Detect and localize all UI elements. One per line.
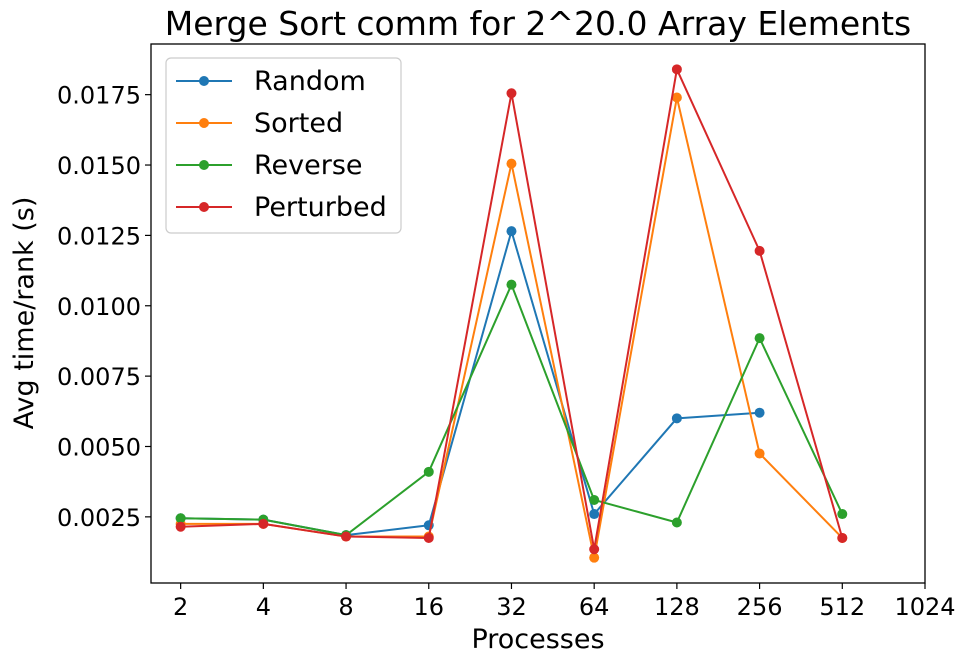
x-tick-label: 64 bbox=[579, 593, 610, 621]
data-point-perturbed bbox=[671, 64, 682, 75]
data-point-random bbox=[671, 413, 682, 424]
x-tick-label: 2 bbox=[173, 593, 188, 621]
legend-marker-reverse bbox=[199, 160, 209, 170]
data-point-reverse bbox=[423, 466, 434, 477]
series-reverse bbox=[175, 279, 848, 541]
data-point-perturbed bbox=[175, 521, 186, 532]
legend-label-reverse: Reverse bbox=[254, 150, 363, 181]
data-point-reverse bbox=[837, 509, 848, 520]
legend-label-perturbed: Perturbed bbox=[254, 192, 387, 223]
y-tick-label: 0.0025 bbox=[57, 504, 141, 532]
plot-area bbox=[150, 43, 926, 584]
legend-marker-perturbed bbox=[199, 202, 209, 212]
x-tick-label: 16 bbox=[413, 593, 444, 621]
data-point-reverse bbox=[506, 279, 517, 290]
x-axis-label: Processes bbox=[471, 624, 604, 655]
legend-label-random: Random bbox=[254, 66, 366, 97]
x-tick-label: 1024 bbox=[894, 593, 955, 621]
data-point-reverse bbox=[175, 513, 186, 524]
series-random bbox=[175, 226, 765, 541]
y-tick-label: 0.0100 bbox=[57, 293, 141, 321]
legend-box bbox=[165, 57, 402, 234]
y-tick-label: 0.0075 bbox=[57, 363, 141, 391]
y-tick-label: 0.0175 bbox=[57, 82, 141, 110]
data-point-perturbed bbox=[754, 245, 765, 256]
data-point-sorted bbox=[506, 158, 517, 169]
data-point-perturbed bbox=[258, 518, 269, 529]
y-axis-label: Avg time/rank (s) bbox=[9, 197, 40, 430]
data-point-random bbox=[506, 226, 517, 237]
data-point-perturbed bbox=[837, 532, 848, 543]
data-point-reverse bbox=[589, 494, 600, 505]
x-tick-label: 128 bbox=[654, 593, 700, 621]
series-layer bbox=[175, 64, 848, 563]
y-tick-label: 0.0050 bbox=[57, 433, 141, 461]
y-axis: 0.0025 0.0050 0.0075 0.0100 0.0125 0.0150 0.01… bbox=[57, 82, 151, 532]
data-point-sorted bbox=[754, 448, 765, 459]
data-point-sorted bbox=[671, 92, 682, 103]
chart-title: Merge Sort comm for 2^20.0 Array Element… bbox=[165, 4, 911, 43]
data-point-perturbed bbox=[589, 544, 600, 555]
x-tick-label: 8 bbox=[338, 593, 353, 621]
plot-frame bbox=[150, 43, 926, 584]
legend: Random Sorted Reverse Perturbed bbox=[165, 57, 402, 234]
data-point-perturbed bbox=[341, 531, 352, 542]
series-perturbed bbox=[175, 64, 848, 555]
x-axis: 2 4 8 16 32 64 128 256 512 1024 bbox=[173, 583, 956, 621]
y-tick-label: 0.0150 bbox=[57, 152, 141, 180]
x-tick-label: 256 bbox=[737, 593, 783, 621]
series-line-random bbox=[180, 230, 760, 537]
legend-marker-random bbox=[199, 76, 209, 86]
legend-marker-sorted bbox=[199, 118, 209, 128]
data-point-perturbed bbox=[423, 532, 434, 543]
data-point-reverse bbox=[671, 517, 682, 528]
data-point-perturbed bbox=[506, 88, 517, 99]
x-tick-label: 512 bbox=[819, 593, 865, 621]
x-tick-label: 32 bbox=[496, 593, 527, 621]
legend-label-sorted: Sorted bbox=[254, 108, 343, 139]
data-point-sorted bbox=[589, 552, 600, 563]
series-line-reverse bbox=[180, 283, 844, 537]
data-point-random bbox=[754, 407, 765, 418]
data-point-random bbox=[589, 509, 600, 520]
data-point-reverse bbox=[754, 333, 765, 344]
y-tick-label: 0.0125 bbox=[57, 222, 141, 250]
x-tick-label: 4 bbox=[256, 593, 271, 621]
